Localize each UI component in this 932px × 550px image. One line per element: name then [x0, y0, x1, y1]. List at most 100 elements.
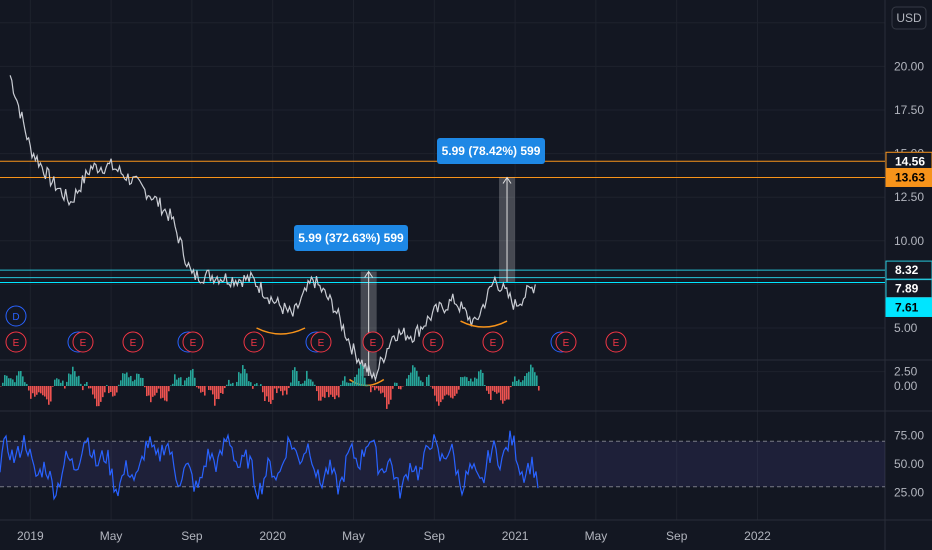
oscillator-bar — [344, 376, 346, 386]
oscillator-bar — [172, 383, 174, 386]
oscillator-bar — [482, 372, 484, 386]
oscillator-bar — [524, 375, 526, 386]
oscillator-bar — [346, 382, 348, 386]
oscillator-bar — [348, 382, 350, 386]
oscillator-bar — [272, 386, 274, 400]
rsi-tick-label: 75.00 — [894, 429, 924, 443]
oscillator-bar — [20, 370, 22, 386]
oscillator-bar — [278, 386, 280, 389]
oscillator-bar — [98, 386, 100, 407]
oscillator-bar — [76, 376, 78, 386]
oscillator-bar — [218, 386, 220, 400]
oscillator-bar — [86, 381, 88, 386]
oscillator-bar — [474, 377, 476, 386]
oscillator-bar — [522, 380, 524, 386]
price-tick-label: 2.50 — [894, 365, 918, 379]
oscillator-bar — [240, 373, 242, 386]
oscillator-bar — [294, 367, 296, 386]
oscillator-bar — [122, 373, 124, 386]
oscillator-bar — [312, 381, 314, 386]
oscillator-bar — [90, 386, 92, 389]
oscillator-bar — [336, 386, 338, 396]
oscillator-bar — [70, 374, 72, 386]
oscillator-bar — [386, 386, 388, 409]
oscillator-bar — [232, 382, 234, 386]
price-tick-label: 10.00 — [894, 234, 924, 248]
dividend-marker: D — [5, 305, 27, 327]
oscillator-bar — [288, 386, 290, 389]
earnings-marker-text: E — [430, 338, 437, 349]
currency-label[interactable]: USD — [896, 11, 922, 25]
oscillator-bar — [186, 377, 188, 386]
oscillator-bar — [6, 375, 8, 386]
oscillator-bar — [256, 383, 258, 386]
oscillator-bar — [138, 373, 140, 386]
oscillator-bar — [244, 368, 246, 386]
oscillator-bar — [160, 386, 162, 399]
oscillator-bar — [506, 386, 508, 400]
dividend-marker-circle — [5, 305, 27, 327]
oscillator-bar — [162, 386, 164, 398]
horizontal-levels[interactable] — [0, 160, 885, 283]
level-tag-box — [885, 297, 932, 317]
oscillator-bar — [106, 385, 108, 386]
oscillator-bar — [202, 386, 204, 392]
oscillator-bar — [198, 386, 200, 389]
oscillator-bar — [324, 386, 326, 398]
oscillator-bar — [406, 378, 408, 386]
oscillator-bar — [316, 386, 318, 392]
oscillator-bar — [484, 385, 486, 386]
oscillator-bar — [212, 386, 214, 395]
oscillator-bar — [274, 386, 276, 389]
oscillator-bar — [426, 376, 428, 386]
oscillator-bar — [388, 386, 390, 405]
oscillator-bar — [368, 385, 370, 386]
event-markers[interactable]: D E E E E E E E E E E E — [5, 305, 627, 353]
oscillator-bar — [164, 386, 166, 401]
time-tick-label: 2019 — [17, 529, 44, 543]
oscillator-bar — [438, 386, 440, 406]
oscillator-bar — [470, 378, 472, 386]
oscillator-bar — [530, 364, 532, 386]
oscillator-bar — [418, 376, 420, 386]
oscillator-bar — [314, 384, 316, 386]
oscillator-bar — [428, 374, 430, 386]
oscillator-bar — [148, 386, 150, 396]
oscillator-bar — [430, 386, 432, 387]
oscillator-bar — [204, 386, 206, 396]
oscillator-bar — [68, 373, 70, 386]
oscillator-bar — [242, 365, 244, 386]
oscillator-bar — [62, 380, 64, 386]
price-axis[interactable]: 22.5020.0017.5015.0012.5010.007.505.002.… — [894, 16, 924, 500]
oscillator-bar — [136, 373, 138, 386]
earnings-marker-text: E — [563, 338, 570, 349]
oscillator-bar — [108, 386, 110, 394]
oscillator-bar — [236, 381, 238, 386]
oscillator-bar — [24, 382, 26, 386]
oscillator-bar — [328, 386, 330, 398]
earnings-marker-circle — [555, 331, 577, 353]
time-axis[interactable]: 2019 May Sep 2020 May Sep 2021 May Sep 2022 — [17, 529, 771, 543]
oscillator-bar — [360, 364, 362, 386]
oscillator-bar — [354, 377, 356, 386]
oscillator-bar — [174, 374, 176, 386]
oscillator-bar — [400, 386, 402, 390]
oscillator-bar — [116, 386, 118, 393]
oscillator-bar — [144, 386, 146, 388]
oscillator-bar — [82, 386, 84, 391]
oscillator-bar — [2, 382, 4, 386]
axis-header[interactable]: USD — [891, 6, 927, 30]
oscillator-bar — [40, 386, 42, 394]
oscillator-bar — [504, 386, 506, 401]
oscillator-bar — [528, 371, 530, 386]
oscillator-bar — [38, 386, 40, 393]
oscillator-histogram — [0, 364, 540, 409]
oscillator-bar — [398, 386, 400, 390]
time-tick-label: 2022 — [744, 529, 771, 543]
oscillator-bar — [488, 386, 490, 394]
oscillator-bar — [96, 386, 98, 407]
oscillator-bar — [88, 386, 90, 389]
measure-labels: 5.99 (372.63%) 599 5.99 (78.42%) 599 — [294, 138, 545, 251]
oscillator-bar — [460, 377, 462, 386]
